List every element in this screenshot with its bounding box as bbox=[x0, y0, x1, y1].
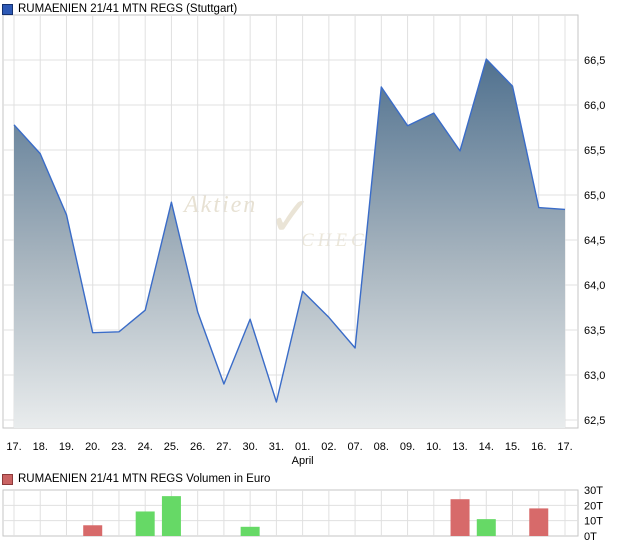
price-y-tick-label: 64,0 bbox=[584, 280, 605, 292]
volume-legend-square-icon bbox=[2, 473, 13, 485]
x-tick-label: 17. bbox=[6, 441, 21, 453]
x-month-label: April bbox=[292, 455, 314, 467]
price-y-tick-label: 65,0 bbox=[584, 190, 605, 202]
price-y-tick-label: 66,0 bbox=[584, 100, 605, 112]
x-tick-label: 02. bbox=[321, 441, 336, 453]
x-tick-label: 19. bbox=[59, 441, 74, 453]
volume-y-tick-label: 0T bbox=[584, 531, 597, 543]
volume-bar bbox=[161, 496, 181, 536]
price-area-fill bbox=[14, 59, 565, 428]
price-legend-square-icon bbox=[2, 3, 13, 15]
price-y-tick-label: 63,0 bbox=[584, 370, 605, 382]
volume-bar bbox=[83, 525, 103, 536]
volume-bar bbox=[240, 526, 260, 536]
price-y-tick-label: 65,5 bbox=[584, 145, 605, 157]
x-tick-label: 09. bbox=[400, 441, 415, 453]
volume-chart: 30T 20T 10T 0T bbox=[2, 485, 603, 543]
volume-chart-header: RUMAENIEN 21/41 MTN REGS Volumen in Euro bbox=[2, 473, 270, 485]
x-tick-label: 07. bbox=[347, 441, 362, 453]
price-y-tick-label: 66,5 bbox=[584, 55, 605, 67]
volume-bar bbox=[135, 511, 155, 536]
x-tick-label: 18. bbox=[33, 441, 48, 453]
x-tick-label: 24. bbox=[138, 441, 153, 453]
price-chart-header: RUMAENIEN 21/41 MTN REGS (Stuttgart) bbox=[2, 3, 237, 15]
volume-y-tick-label: 20T bbox=[584, 500, 603, 512]
price-chart-title: RUMAENIEN 21/41 MTN REGS (Stuttgart) bbox=[18, 3, 238, 15]
volume-bar bbox=[450, 499, 470, 536]
x-tick-label: 08. bbox=[374, 441, 389, 453]
x-tick-label: 20. bbox=[85, 441, 100, 453]
volume-y-tick-label: 30T bbox=[584, 485, 603, 497]
x-tick-label: 26. bbox=[190, 441, 205, 453]
price-chart: 66,5 66,0 65,5 65,0 64,5 64,0 63,5 63,0 62,5 17. 1… bbox=[2, 14, 605, 467]
x-tick-label: 31. bbox=[269, 441, 284, 453]
volume-y-tick-label: 10T bbox=[584, 516, 603, 528]
price-y-tick-label: 64,5 bbox=[584, 235, 605, 247]
price-line bbox=[13, 58, 566, 403]
x-tick-label: 14. bbox=[479, 441, 494, 453]
x-tick-label: 17. bbox=[557, 441, 572, 453]
volume-chart-title: RUMAENIEN 21/41 MTN REGS Volumen in Euro bbox=[18, 473, 271, 485]
x-tick-label: 15. bbox=[505, 441, 520, 453]
x-tick-label: 25. bbox=[164, 441, 179, 453]
volume-bar bbox=[529, 508, 549, 536]
x-tick-label: 23. bbox=[111, 441, 126, 453]
volume-plot-border bbox=[2, 489, 579, 537]
x-tick-label: 27. bbox=[216, 441, 231, 453]
x-tick-label: 16. bbox=[531, 441, 546, 453]
x-tick-label: 01. bbox=[295, 441, 310, 453]
x-tick-label: 13. bbox=[452, 441, 467, 453]
x-tick-label: 10. bbox=[426, 441, 441, 453]
price-y-tick-label: 62,5 bbox=[584, 415, 605, 427]
volume-bar bbox=[476, 519, 496, 536]
price-y-tick-label: 63,5 bbox=[584, 325, 605, 337]
x-tick-label: 30. bbox=[242, 441, 257, 453]
